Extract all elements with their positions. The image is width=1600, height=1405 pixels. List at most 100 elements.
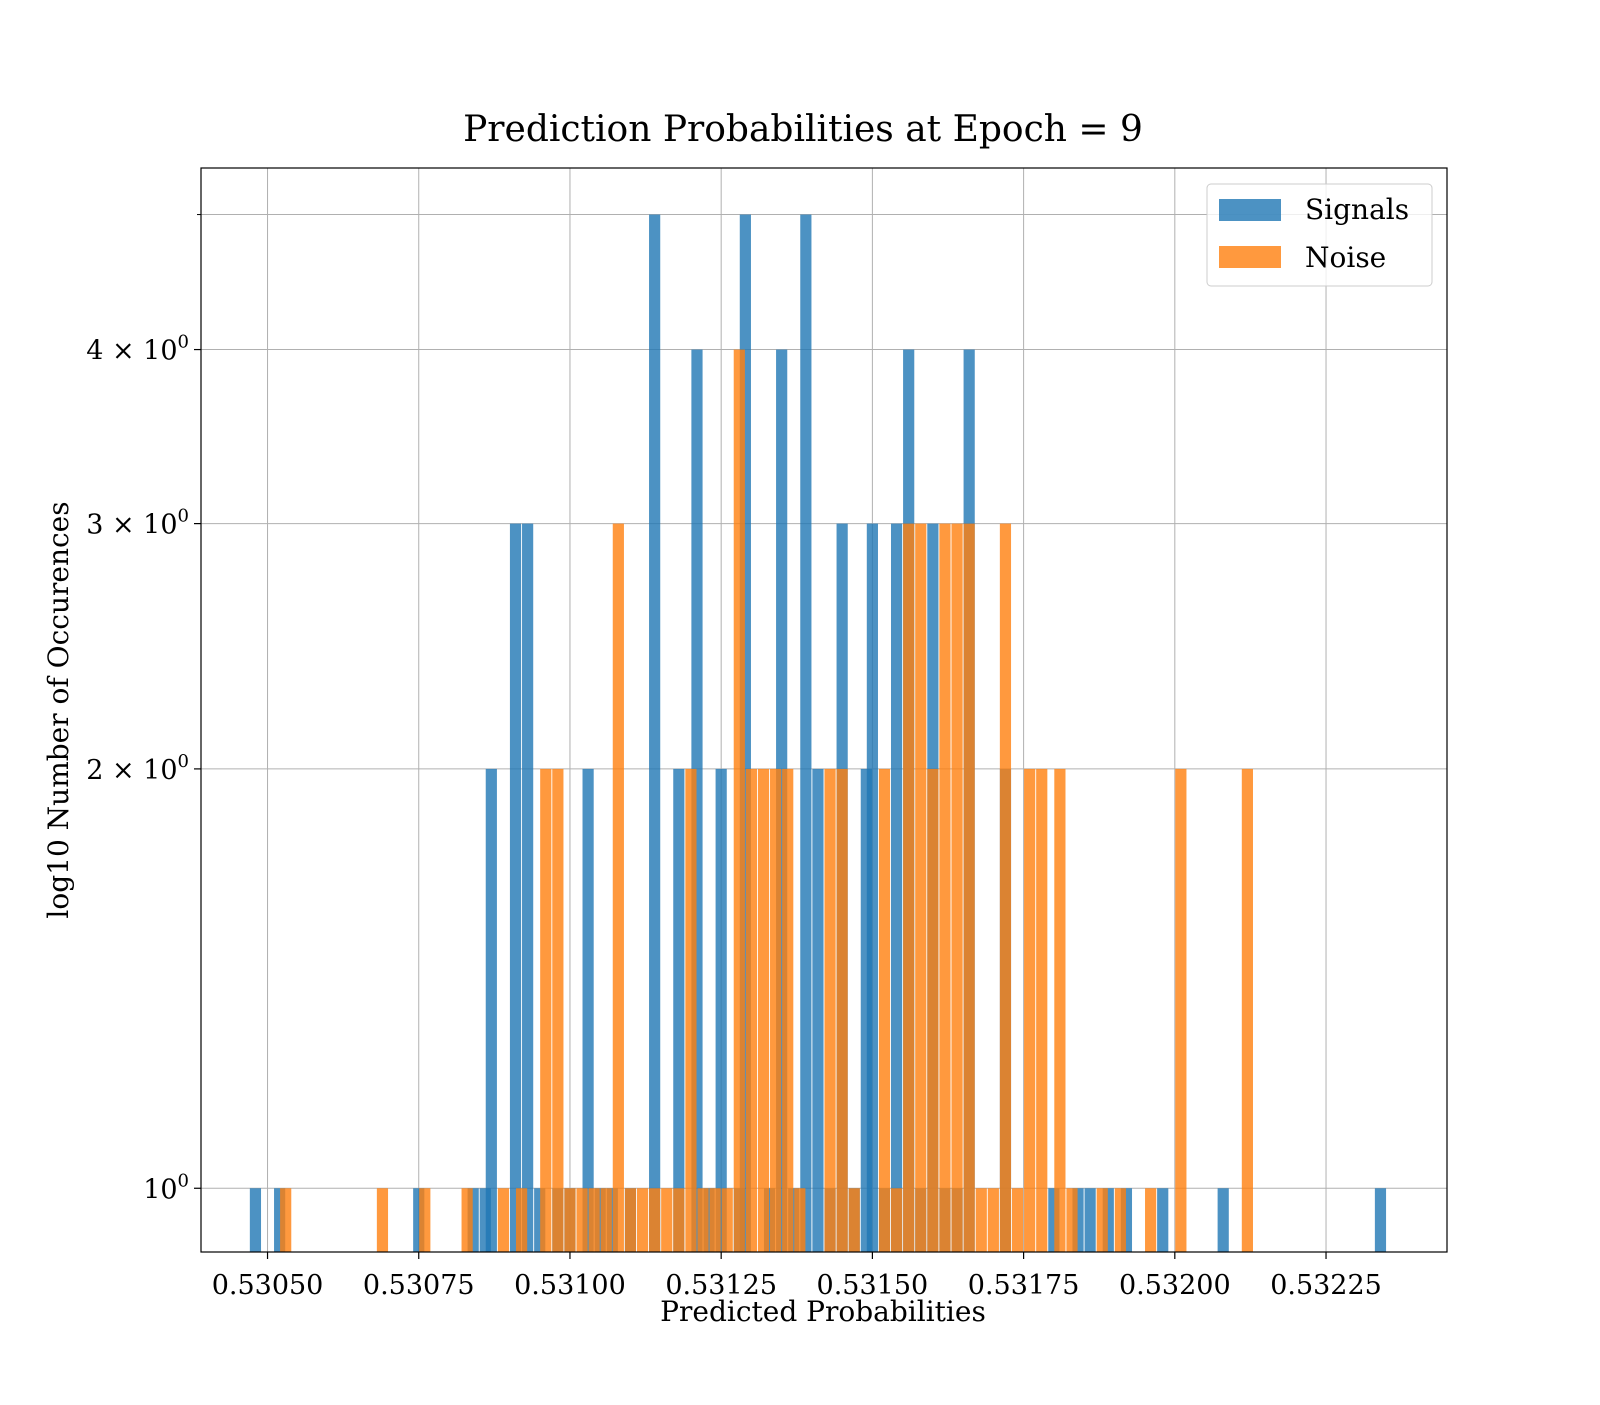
histogram-bar-signals [715,768,727,1252]
y-axis-label: log10 Number of Occurences [42,501,75,918]
legend-label-signals: Signals [1305,193,1409,226]
histogram-bar-noise [890,1188,903,1252]
histogram-bar-noise [999,523,1012,1252]
histogram-bar-noise [975,1188,987,1252]
histogram-bar-signals [703,1188,715,1252]
histogram-bar-noise [1036,768,1048,1252]
histogram-bar-noise [951,523,963,1252]
histogram-bar-noise [1175,768,1187,1252]
histogram-bar-noise [1241,768,1253,1252]
histogram-bar-noise [915,523,927,1252]
histogram-bar-noise [564,1188,576,1252]
histogram-bar-noise [685,768,697,1252]
histogram-bar-signals [1120,1188,1133,1252]
x-tick-label: 0.53150 [817,1270,929,1301]
histogram-bar-signals [249,1188,262,1252]
histogram-bar-signals [1217,1188,1229,1252]
histogram-bar-signals [274,1188,286,1252]
histogram-bar-signals [1157,1188,1169,1252]
histogram-bar-noise [540,768,552,1252]
histogram-bar-signals [788,1188,800,1252]
histogram-bar-signals [812,768,824,1252]
histogram-bar-signals [1072,1188,1084,1252]
histogram-bar-noise [939,523,951,1252]
histogram-bar-noise [419,1188,431,1252]
histogram-bar-noise [1054,768,1066,1252]
histogram-bar-noise [600,1188,612,1252]
histogram-bar-noise [794,1188,806,1252]
legend-swatch-noise [1219,246,1281,268]
histogram-bar-signals [582,768,594,1252]
plot-frame [200,167,1448,1253]
histogram-bar-signals [649,214,661,1253]
grid-lines [201,168,1447,1252]
histogram-bar-signals [673,768,685,1252]
histogram-bar-noise [1024,768,1036,1252]
histogram-bar-noise [612,523,624,1252]
histogram-bar-noise [661,1188,673,1252]
histogram-bar-noise [461,1188,473,1252]
histogram-bar-signals [509,523,522,1252]
legend-label-noise: Noise [1305,241,1386,274]
histogram-bar-noise [878,768,891,1252]
histogram-bar-noise [673,1188,685,1252]
histogram-bar-noise [848,1188,860,1252]
histogram-bar-signals [800,214,812,1253]
histogram-bar-signals [860,768,872,1252]
histogram-bar-signals [776,349,788,1252]
axis-ticks: 0.53050 0.53075 0.53100 0.53125 0.53150 0.531… [86,214,1382,1301]
histogram-bar-noise [903,523,915,1252]
x-axis-label: Predicted Probabilities [660,1295,986,1328]
histogram-bar-noise [552,768,564,1252]
histogram-bar-signals [763,1188,776,1252]
histogram-bar-noise [733,349,745,1252]
histogram-bar-noise [636,1188,649,1252]
histogram-bar-signals [691,349,703,1252]
y-tick-label: 4 × 100 [86,332,189,367]
histogram-bar-signals [606,1188,618,1252]
histogram-bar-noise [1011,1188,1024,1252]
histogram-bar-signals [890,523,903,1252]
histogram-bar-noise [697,1188,709,1252]
x-tick-label: 0.53200 [1119,1270,1231,1301]
legend: Signals Noise [1206,183,1433,287]
y-tick-label: 3 × 100 [86,506,189,541]
legend-swatch-signals [1219,199,1281,221]
x-tick-label: 0.53100 [514,1270,626,1301]
x-tick-label: 0.53175 [968,1270,1080,1301]
histogram-bar-noise [987,1188,999,1252]
histogram-bar-signals [594,1188,606,1252]
histogram-bar-signals [485,768,497,1252]
histogram-bar-noise [709,1188,721,1252]
y-tick-label: 2 × 100 [86,751,189,786]
bars [249,214,1387,1253]
histogram-bar-noise [515,1188,528,1252]
histogram-bar-noise [1066,1188,1078,1252]
histogram-bar-noise [588,1188,600,1252]
histogram-bar-noise [757,768,770,1252]
histogram-bar-signals [413,1188,425,1252]
x-tick-label: 0.53075 [363,1270,475,1301]
histogram-bar-signals [739,214,751,1253]
histogram-bar-noise [376,1188,389,1252]
x-tick-label: 0.53125 [665,1270,777,1301]
histogram-bar-noise [782,768,794,1252]
histogram-bar-noise [836,768,848,1252]
histogram-bar-noise [1145,1188,1157,1252]
histogram-bar-noise [927,768,939,1252]
histogram-bar-signals [467,1188,479,1252]
histogram-bar-signals [534,1188,546,1252]
histogram-bar-noise [721,1188,733,1252]
histogram-bar-noise [770,768,782,1252]
histogram-bar-noise [745,768,758,1252]
chart-title: Prediction Probabilities at Epoch = 9 [463,109,1143,150]
histogram-bar-noise [624,1188,637,1252]
histogram-bar-signals [522,523,534,1252]
histogram-bar-noise [963,523,975,1252]
histogram-bar-signals [1048,1188,1060,1252]
histogram-bar-noise [1114,1188,1126,1252]
histogram-bar-signals [1374,1188,1387,1252]
x-tick-label: 0.53050 [212,1270,324,1301]
